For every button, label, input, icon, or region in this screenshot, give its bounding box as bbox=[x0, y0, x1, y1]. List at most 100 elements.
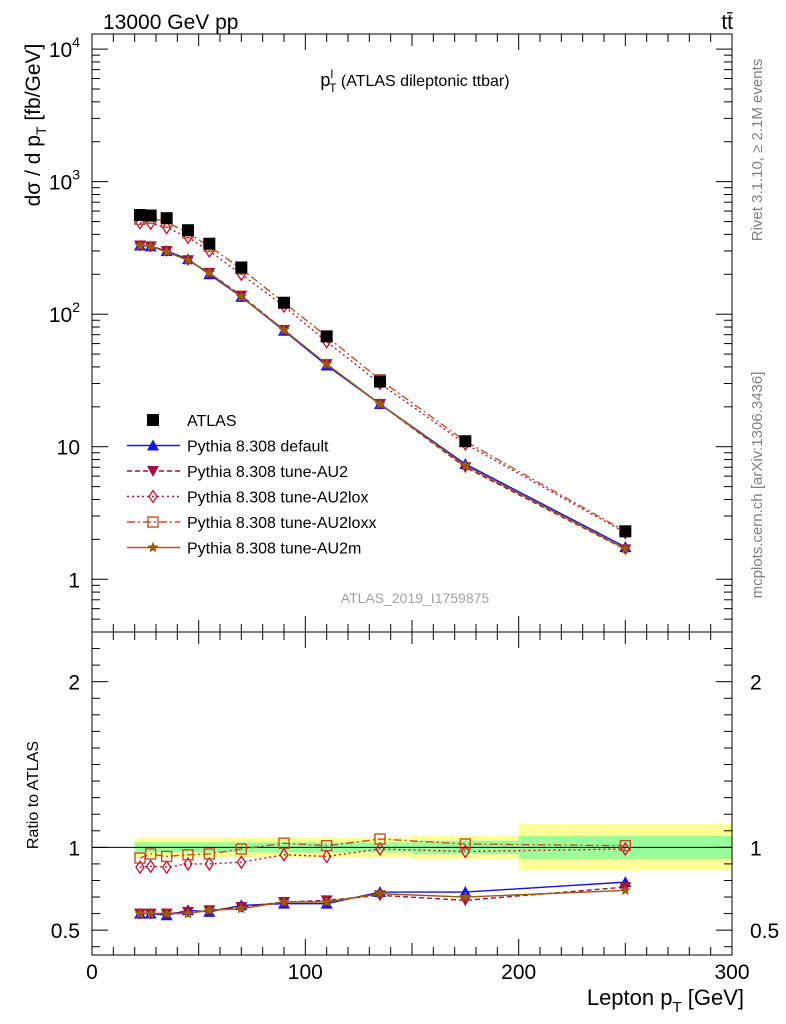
main-data-point bbox=[619, 542, 632, 554]
ratio-data-point bbox=[134, 907, 146, 919]
main-data-point bbox=[278, 323, 290, 335]
ratio-data-point bbox=[160, 907, 173, 919]
legend-label: Pythia 8.308 tune-AU2m bbox=[187, 541, 361, 558]
main-axis-ticks bbox=[91, 34, 733, 633]
legend-marker bbox=[148, 489, 158, 504]
ratio-panel: 0.5 0.5 1 1 2 2 0 100 200 300 Ratio to ATLAS Lep… bbox=[25, 631, 779, 1016]
main-data-point bbox=[134, 239, 146, 251]
ratio-data-point bbox=[182, 907, 194, 919]
rivet-version-label: Rivet 3.1.10, ≥ 2.1M events bbox=[749, 59, 766, 242]
ratio-data-point bbox=[374, 833, 386, 845]
legend-item: Pythia 8.308 default bbox=[127, 439, 329, 456]
ratio-series-group bbox=[134, 833, 632, 921]
legend-item: ATLAS bbox=[147, 413, 237, 430]
main-data-point bbox=[161, 220, 172, 235]
main-series-2 bbox=[134, 240, 632, 556]
ratio-data-point bbox=[459, 895, 472, 907]
main-series-group bbox=[134, 209, 632, 556]
ratio-data-point bbox=[144, 848, 157, 860]
main-data-point bbox=[182, 224, 194, 237]
main-data-point bbox=[160, 245, 173, 257]
ratio-data-point bbox=[279, 847, 289, 862]
main-series-0 bbox=[134, 209, 632, 538]
ratio-y-tick-label-right: 2 bbox=[750, 672, 762, 695]
ratio-data-point bbox=[459, 891, 472, 902]
ratio-data-point bbox=[620, 841, 631, 857]
ratio-data-point bbox=[203, 848, 216, 860]
ratio-data-point bbox=[235, 843, 248, 855]
ratio-data-point bbox=[375, 841, 385, 857]
ratio-y-tick-label: 1 bbox=[68, 837, 80, 860]
x-tick-label: 0 bbox=[86, 961, 98, 984]
main-data-point bbox=[235, 261, 248, 274]
legend-marker bbox=[147, 466, 159, 477]
main-data-point bbox=[459, 459, 472, 471]
x-tick-label: 300 bbox=[714, 961, 749, 984]
ratio-data-point bbox=[278, 837, 290, 849]
main-panel: pl T (ATLAS dileptonic ttbar) dσ / d pT [… bbox=[22, 33, 733, 633]
ratio-data-point bbox=[145, 859, 156, 874]
legend-label: ATLAS bbox=[187, 413, 237, 430]
ratio-x-tick-labels: 0 100 200 300 bbox=[86, 961, 749, 984]
main-data-point bbox=[235, 290, 248, 302]
ratio-data-point bbox=[161, 860, 172, 875]
ratio-data-point bbox=[278, 895, 290, 907]
ratio-data-point bbox=[182, 849, 194, 861]
legend-item: Pythia 8.308 tune-AU2 bbox=[127, 464, 348, 481]
main-series-4 bbox=[134, 212, 632, 538]
ratio-plot-frame bbox=[91, 631, 733, 956]
main-data-point bbox=[374, 398, 386, 409]
x-tick-label: 200 bbox=[501, 961, 536, 984]
ratio-series-1 bbox=[134, 882, 632, 920]
ratio-series-3 bbox=[134, 833, 632, 864]
main-data-point bbox=[619, 525, 632, 538]
ratio-data-point bbox=[320, 839, 333, 852]
ratio-data-point bbox=[374, 887, 386, 899]
main-data-point bbox=[320, 358, 333, 369]
main-data-point bbox=[320, 330, 333, 343]
energy-label: 13000 GeV pp bbox=[103, 11, 238, 34]
main-y-tick-label: 1 bbox=[68, 569, 80, 592]
main-data-point bbox=[160, 212, 173, 225]
main-y-tick-label: 102 bbox=[49, 299, 80, 327]
process-label: tt̄ bbox=[721, 11, 733, 34]
x-axis-label: Lepton pT [GeV] bbox=[587, 985, 744, 1016]
analysis-watermark: ATLAS_2019_I1759875 bbox=[341, 590, 490, 606]
mcplots-label: mcplots.cern.ch [arXiv:1306.3436] bbox=[749, 372, 766, 599]
ratio-y-axis-label: Ratio to ATLAS bbox=[25, 741, 42, 849]
main-data-point bbox=[459, 435, 472, 448]
ratio-data-point bbox=[160, 850, 173, 863]
ratio-series-4 bbox=[134, 884, 632, 919]
main-y-tick-label: 10 bbox=[57, 437, 80, 460]
ratio-y-tick-label-right: 1 bbox=[750, 837, 762, 860]
main-data-point bbox=[203, 237, 216, 250]
legend: ATLAS Pythia 8.308 default Pythia 8.308 tu… bbox=[127, 413, 376, 558]
main-data-point bbox=[374, 375, 386, 388]
main-series-5 bbox=[134, 239, 632, 554]
ratio-data-point bbox=[144, 907, 157, 919]
main-data-point bbox=[134, 209, 146, 222]
main-data-point bbox=[182, 254, 194, 266]
ratio-y-tick-label-right: 0.5 bbox=[750, 920, 779, 943]
main-plot-title: pl T (ATLAS dileptonic ttbar) bbox=[320, 67, 509, 95]
main-data-point bbox=[144, 240, 157, 252]
ratio-data-point bbox=[183, 856, 193, 872]
legend-marker bbox=[147, 414, 159, 426]
main-data-point bbox=[144, 209, 157, 222]
ratio-data-point bbox=[619, 839, 632, 852]
legend-marker bbox=[147, 439, 159, 451]
legend-marker bbox=[147, 541, 159, 553]
ratio-data-point bbox=[459, 838, 472, 850]
main-y-axis-label: dσ / d pT [fb/GeV] bbox=[22, 44, 49, 207]
main-y-tick-label: 103 bbox=[49, 167, 80, 195]
legend-label: Pythia 8.308 tune-AU2lox bbox=[187, 490, 368, 507]
x-tick-label: 100 bbox=[288, 961, 323, 984]
main-data-point bbox=[278, 296, 290, 309]
ratio-data-point bbox=[236, 855, 247, 870]
legend-item: Pythia 8.308 tune-AU2loxx bbox=[127, 515, 376, 532]
main-y-tick-label: 104 bbox=[49, 34, 80, 62]
ratio-data-point bbox=[204, 856, 215, 872]
ratio-y-tick-labels: 0.5 0.5 1 1 2 2 bbox=[51, 672, 779, 943]
